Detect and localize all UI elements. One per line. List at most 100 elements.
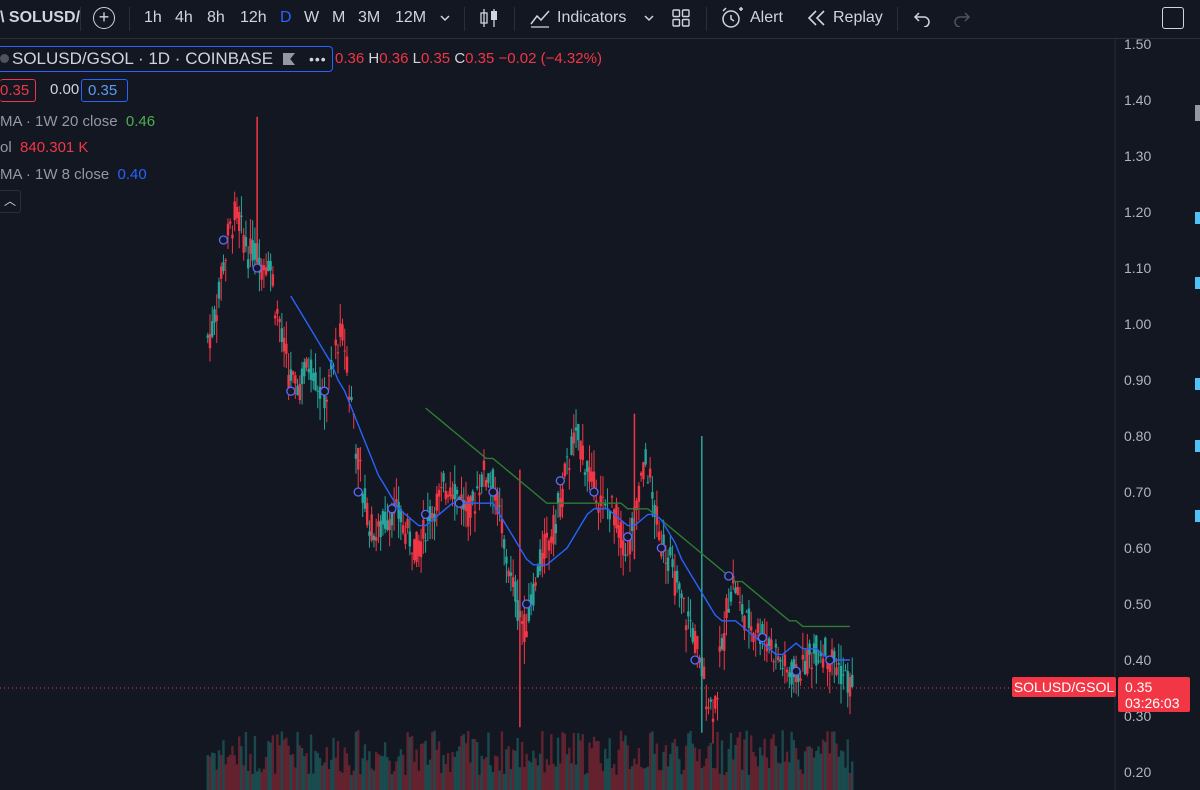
ask-price-button[interactable]: 0.35 [81, 79, 128, 102]
volume-bar [592, 736, 596, 790]
candle-body [774, 643, 778, 648]
timeframe-4h[interactable]: 4h [175, 9, 193, 26]
edge-marker [1195, 510, 1200, 522]
volume-bar [455, 751, 459, 790]
collapse-legend-icon[interactable]: ︿ [0, 190, 21, 213]
candle-body [208, 333, 212, 349]
chevron-down-icon[interactable] [643, 12, 655, 24]
volume-bar [781, 730, 784, 790]
candle-body [538, 549, 542, 572]
volume-bar [395, 761, 398, 790]
timeframe-d[interactable]: D [280, 9, 292, 26]
candle-body [242, 235, 245, 253]
candle-body [278, 318, 281, 323]
timeframe-3m[interactable]: 3M [358, 9, 381, 26]
scroll-handle[interactable] [1195, 105, 1200, 121]
volume-bar [774, 746, 778, 790]
open-value: 0.36 [335, 50, 365, 67]
candle-body [406, 518, 409, 529]
candle-body [570, 436, 573, 456]
y-tick-label: 1.10 [1124, 260, 1151, 276]
volume-bar [581, 734, 584, 790]
volume-bar [229, 754, 232, 790]
candle-body [749, 626, 753, 631]
candle-body [523, 614, 526, 643]
weekly-marker [454, 498, 464, 508]
volume-bar [628, 768, 632, 790]
chevron-down-icon[interactable] [439, 12, 451, 24]
candle-body [639, 472, 643, 476]
volume-bar [610, 768, 614, 790]
candle-body [833, 651, 836, 663]
replay-button[interactable]: Replay [833, 9, 883, 26]
more-options-icon[interactable]: ••• [309, 51, 327, 67]
indicator-ma-20w[interactable]: MA · 1W 20 close 0.46 [0, 113, 155, 130]
timeframe-12h[interactable]: 12h [240, 9, 267, 26]
redo-icon[interactable] [953, 9, 973, 27]
volume-bar [606, 758, 609, 790]
volume-bar [559, 763, 562, 790]
bid-price-button[interactable]: 0.35 [0, 79, 36, 102]
candle-body [226, 223, 230, 236]
chart-area[interactable]: 1.50 1.40 1.30 1.20 1.10 1.00 0.90 0.80 0.70 0.60… [0, 38, 1200, 790]
indicators-button[interactable]: Indicators [557, 9, 627, 26]
volume-bar [745, 730, 748, 790]
fullscreen-icon[interactable] [1162, 7, 1184, 29]
undo-icon[interactable] [911, 9, 931, 27]
volume-bar [648, 732, 652, 790]
timeframe-12m[interactable]: 12M [395, 9, 427, 26]
y-tick-label: 1.00 [1124, 316, 1151, 332]
volume-bar [289, 755, 293, 790]
candles-chart-type-icon[interactable] [478, 7, 500, 29]
volume-bar [815, 750, 818, 790]
timeframe-w[interactable]: W [304, 9, 320, 26]
candle-body [783, 654, 787, 667]
compare-add-icon[interactable]: + [93, 7, 115, 29]
candle-body [449, 487, 452, 497]
candle-body [480, 474, 483, 487]
symbol-legend[interactable]: SOLUSD/GSOL · 1D · COINBASE ••• [0, 46, 333, 72]
candle-body [312, 373, 315, 381]
status-dot-icon [0, 54, 9, 63]
y-tick-label: 0.30 [1124, 708, 1151, 724]
candle-body [345, 356, 349, 373]
candle-body [776, 656, 780, 661]
candle-body [723, 632, 726, 651]
candle-body [397, 501, 400, 519]
y-tick-label: 1.40 [1124, 92, 1151, 108]
candle-body [687, 611, 690, 617]
candle-body [323, 390, 326, 409]
volume-bar [601, 770, 605, 790]
layout-grid-icon[interactable] [671, 8, 691, 28]
volume-bar [574, 764, 578, 790]
candle-body [815, 635, 818, 666]
price-chart[interactable]: 1.50 1.40 1.30 1.20 1.10 1.00 0.90 0.80 0.70 0.60… [0, 38, 1200, 790]
candle-body [368, 531, 371, 536]
volume-bar [401, 754, 405, 790]
volume-bar [305, 753, 308, 790]
timeframe-m[interactable]: M [332, 9, 346, 26]
volume-bar [271, 735, 275, 790]
volume-bar [848, 772, 852, 790]
candle-body [267, 260, 270, 272]
volume-bar [381, 756, 385, 790]
volume-bar [682, 769, 686, 790]
symbol-search-button[interactable]: \ SOLUSD/ [0, 0, 80, 36]
volume-bar [489, 765, 492, 790]
candle-body [635, 500, 638, 510]
indicator-ma-8w[interactable]: MA · 1W 8 close 0.40 [0, 166, 147, 183]
candle-body [374, 537, 378, 541]
alert-button[interactable]: Alert [750, 9, 783, 26]
volume-bar [785, 751, 789, 790]
candle-body [621, 540, 625, 556]
volume-bar [433, 730, 436, 790]
candle-body [810, 667, 814, 670]
timeframe-1h[interactable]: 1h [144, 9, 162, 26]
volume-bar [689, 731, 692, 790]
indicator-volume[interactable]: ol 840.301 K [0, 139, 88, 156]
candle-body [770, 639, 773, 650]
volume-bar [332, 737, 335, 790]
timeframe-8h[interactable]: 8h [207, 9, 225, 26]
flag-icon[interactable] [283, 53, 295, 65]
volume-bar [496, 756, 499, 790]
